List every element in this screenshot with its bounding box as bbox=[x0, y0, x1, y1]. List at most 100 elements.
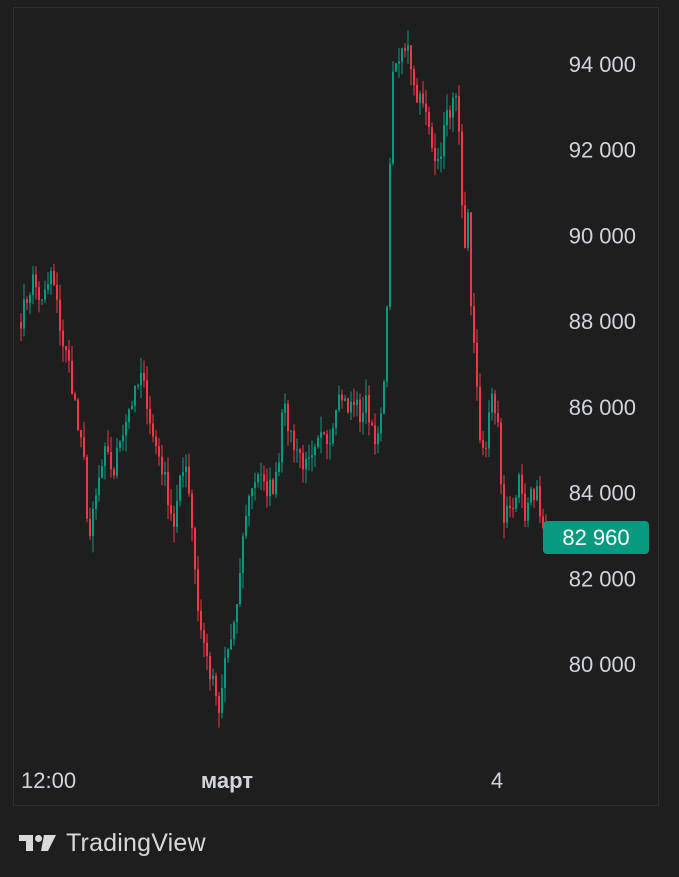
candle bbox=[533, 488, 535, 508]
candle bbox=[308, 444, 310, 471]
candle bbox=[107, 430, 109, 455]
candle bbox=[401, 47, 403, 74]
candle bbox=[239, 558, 241, 607]
candle bbox=[431, 122, 433, 152]
candle bbox=[302, 444, 304, 483]
candle bbox=[26, 296, 28, 311]
candle bbox=[71, 346, 73, 395]
candle bbox=[527, 497, 529, 528]
candle bbox=[422, 81, 424, 108]
candle bbox=[245, 504, 247, 540]
candle bbox=[284, 393, 286, 426]
candle bbox=[221, 674, 223, 719]
candle bbox=[290, 429, 292, 443]
candle bbox=[95, 488, 97, 520]
candle bbox=[389, 157, 391, 310]
candle bbox=[386, 305, 388, 388]
candle bbox=[185, 454, 187, 488]
candle bbox=[182, 457, 184, 488]
candle bbox=[446, 94, 448, 137]
candle bbox=[38, 281, 40, 313]
candle bbox=[167, 457, 169, 520]
candle bbox=[494, 389, 496, 425]
candle bbox=[254, 472, 256, 501]
candle bbox=[233, 620, 235, 646]
candle bbox=[332, 423, 334, 447]
candle bbox=[266, 468, 268, 508]
candle bbox=[479, 373, 481, 444]
candle bbox=[428, 106, 430, 135]
candle bbox=[314, 443, 316, 467]
candle bbox=[413, 65, 415, 96]
candle bbox=[470, 212, 472, 316]
candle bbox=[56, 272, 58, 314]
candle bbox=[488, 400, 490, 457]
candle bbox=[122, 424, 124, 451]
candle bbox=[44, 280, 46, 303]
candle bbox=[218, 692, 220, 728]
candle bbox=[158, 438, 160, 466]
candle bbox=[497, 400, 499, 428]
candle bbox=[338, 385, 340, 413]
y-tick-label: 80 000 bbox=[569, 652, 636, 677]
candle bbox=[164, 461, 166, 487]
candle bbox=[203, 622, 205, 658]
candle bbox=[224, 646, 226, 703]
candle bbox=[32, 265, 34, 305]
candle bbox=[251, 487, 253, 510]
candle bbox=[116, 437, 118, 479]
y-tick-label: 94 000 bbox=[569, 52, 636, 77]
candle bbox=[350, 391, 352, 420]
candle bbox=[305, 451, 307, 484]
candle bbox=[416, 78, 418, 103]
chart-pane[interactable] bbox=[13, 7, 659, 806]
candle bbox=[209, 651, 211, 691]
candle bbox=[23, 283, 25, 337]
candle bbox=[524, 483, 526, 528]
candle bbox=[356, 391, 358, 417]
candle bbox=[272, 477, 274, 495]
candle bbox=[101, 459, 103, 479]
y-tick-label: 92 000 bbox=[569, 138, 636, 163]
candle bbox=[311, 440, 313, 472]
candle bbox=[398, 47, 400, 78]
candle bbox=[125, 414, 127, 452]
candle bbox=[464, 191, 466, 249]
candle bbox=[275, 462, 277, 498]
candle bbox=[293, 424, 295, 463]
candle bbox=[425, 89, 427, 126]
x-tick-label: 12:00 bbox=[21, 768, 76, 793]
candle bbox=[440, 142, 442, 173]
candle bbox=[467, 208, 469, 252]
candle bbox=[326, 429, 328, 460]
candle bbox=[155, 429, 157, 455]
candle bbox=[212, 668, 214, 686]
candle bbox=[515, 494, 517, 513]
candle bbox=[512, 497, 514, 518]
candle bbox=[20, 313, 22, 342]
candle bbox=[437, 147, 439, 170]
last-price-label: 82 960 bbox=[543, 521, 649, 554]
candle bbox=[98, 465, 100, 502]
candle bbox=[47, 272, 49, 295]
candle bbox=[110, 436, 112, 478]
candle bbox=[131, 400, 133, 410]
candle bbox=[197, 556, 199, 622]
candle bbox=[521, 464, 523, 508]
y-tick-label: 82 000 bbox=[569, 566, 636, 591]
candle bbox=[260, 462, 262, 491]
candle bbox=[482, 430, 484, 456]
candle bbox=[317, 435, 319, 449]
candle bbox=[191, 489, 193, 542]
candle bbox=[320, 416, 322, 454]
tradingview-brand[interactable]: TradingView bbox=[18, 826, 206, 860]
candle bbox=[452, 92, 454, 132]
candle bbox=[206, 633, 208, 671]
x-tick-label: март bbox=[201, 768, 253, 793]
candle bbox=[278, 452, 280, 477]
y-tick-label: 86 000 bbox=[569, 395, 636, 420]
candle bbox=[50, 267, 52, 295]
candle bbox=[179, 474, 181, 507]
candle bbox=[80, 429, 82, 448]
